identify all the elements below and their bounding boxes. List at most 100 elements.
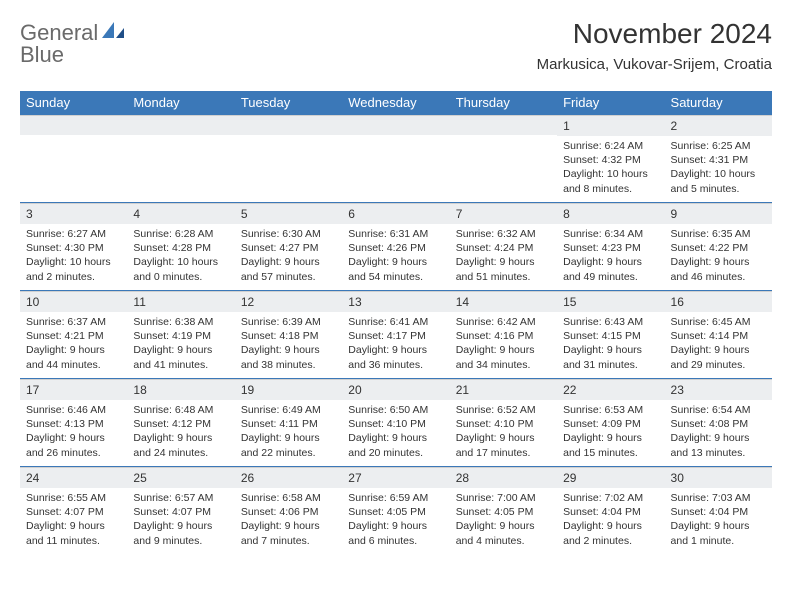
day-details: Sunrise: 6:50 AMSunset: 4:10 PMDaylight:…	[342, 400, 449, 466]
day-details: Sunrise: 6:27 AMSunset: 4:30 PMDaylight:…	[20, 224, 127, 290]
brand-logo: General Blue	[20, 18, 126, 66]
day-cell: 26Sunrise: 6:58 AMSunset: 4:06 PMDayligh…	[235, 467, 342, 555]
daylight-text: Daylight: 9 hours and 54 minutes.	[348, 255, 443, 283]
daylight-text: Daylight: 9 hours and 4 minutes.	[456, 519, 551, 547]
sunset-text: Sunset: 4:05 PM	[348, 505, 443, 519]
day-number: 30	[665, 467, 772, 488]
location-subtitle: Markusica, Vukovar-Srijem, Croatia	[537, 56, 772, 73]
sunrise-text: Sunrise: 6:52 AM	[456, 403, 551, 417]
day-cell: 8Sunrise: 6:34 AMSunset: 4:23 PMDaylight…	[557, 203, 664, 291]
sunrise-text: Sunrise: 6:43 AM	[563, 315, 658, 329]
day-details: Sunrise: 7:03 AMSunset: 4:04 PMDaylight:…	[665, 488, 772, 554]
day-cell: 25Sunrise: 6:57 AMSunset: 4:07 PMDayligh…	[127, 467, 234, 555]
sunrise-text: Sunrise: 6:34 AM	[563, 227, 658, 241]
day-cell: 20Sunrise: 6:50 AMSunset: 4:10 PMDayligh…	[342, 379, 449, 467]
day-cell	[450, 115, 557, 203]
day-details: Sunrise: 6:42 AMSunset: 4:16 PMDaylight:…	[450, 312, 557, 378]
sunset-text: Sunset: 4:17 PM	[348, 329, 443, 343]
sunrise-text: Sunrise: 6:37 AM	[26, 315, 121, 329]
week-row: 24Sunrise: 6:55 AMSunset: 4:07 PMDayligh…	[20, 467, 772, 555]
day-cell: 17Sunrise: 6:46 AMSunset: 4:13 PMDayligh…	[20, 379, 127, 467]
sunrise-text: Sunrise: 6:30 AM	[241, 227, 336, 241]
sunrise-text: Sunrise: 6:24 AM	[563, 139, 658, 153]
day-number: 29	[557, 467, 664, 488]
day-of-week-row: Sunday Monday Tuesday Wednesday Thursday…	[20, 91, 772, 115]
day-number: 2	[665, 115, 772, 136]
day-cell: 21Sunrise: 6:52 AMSunset: 4:10 PMDayligh…	[450, 379, 557, 467]
day-number: 1	[557, 115, 664, 136]
sunset-text: Sunset: 4:30 PM	[26, 241, 121, 255]
sunset-text: Sunset: 4:09 PM	[563, 417, 658, 431]
day-number: 3	[20, 203, 127, 224]
daylight-text: Daylight: 9 hours and 29 minutes.	[671, 343, 766, 371]
day-cell: 14Sunrise: 6:42 AMSunset: 4:16 PMDayligh…	[450, 291, 557, 379]
day-number	[235, 115, 342, 135]
month-title: November 2024	[537, 18, 772, 50]
sunrise-text: Sunrise: 6:38 AM	[133, 315, 228, 329]
sunset-text: Sunset: 4:32 PM	[563, 153, 658, 167]
sunrise-text: Sunrise: 6:35 AM	[671, 227, 766, 241]
day-details: Sunrise: 6:43 AMSunset: 4:15 PMDaylight:…	[557, 312, 664, 378]
daylight-text: Daylight: 9 hours and 26 minutes.	[26, 431, 121, 459]
sunrise-text: Sunrise: 6:48 AM	[133, 403, 228, 417]
sunrise-text: Sunrise: 6:39 AM	[241, 315, 336, 329]
sunrise-text: Sunrise: 6:42 AM	[456, 315, 551, 329]
dow-sunday: Sunday	[20, 91, 127, 115]
daylight-text: Daylight: 9 hours and 11 minutes.	[26, 519, 121, 547]
day-details: Sunrise: 6:49 AMSunset: 4:11 PMDaylight:…	[235, 400, 342, 466]
sunset-text: Sunset: 4:07 PM	[26, 505, 121, 519]
day-details: Sunrise: 6:55 AMSunset: 4:07 PMDaylight:…	[20, 488, 127, 554]
day-details: Sunrise: 6:38 AMSunset: 4:19 PMDaylight:…	[127, 312, 234, 378]
day-number: 28	[450, 467, 557, 488]
sunrise-text: Sunrise: 6:59 AM	[348, 491, 443, 505]
day-number	[127, 115, 234, 135]
sunrise-text: Sunrise: 6:53 AM	[563, 403, 658, 417]
sunrise-text: Sunrise: 6:50 AM	[348, 403, 443, 417]
day-cell: 7Sunrise: 6:32 AMSunset: 4:24 PMDaylight…	[450, 203, 557, 291]
day-details: Sunrise: 7:02 AMSunset: 4:04 PMDaylight:…	[557, 488, 664, 554]
sunset-text: Sunset: 4:15 PM	[563, 329, 658, 343]
sunrise-text: Sunrise: 6:58 AM	[241, 491, 336, 505]
day-number: 4	[127, 203, 234, 224]
day-cell: 3Sunrise: 6:27 AMSunset: 4:30 PMDaylight…	[20, 203, 127, 291]
daylight-text: Daylight: 9 hours and 1 minute.	[671, 519, 766, 547]
day-cell: 12Sunrise: 6:39 AMSunset: 4:18 PMDayligh…	[235, 291, 342, 379]
day-number: 21	[450, 379, 557, 400]
sunset-text: Sunset: 4:11 PM	[241, 417, 336, 431]
sunset-text: Sunset: 4:08 PM	[671, 417, 766, 431]
sunset-text: Sunset: 4:26 PM	[348, 241, 443, 255]
daylight-text: Daylight: 9 hours and 15 minutes.	[563, 431, 658, 459]
day-details: Sunrise: 6:52 AMSunset: 4:10 PMDaylight:…	[450, 400, 557, 466]
day-cell	[342, 115, 449, 203]
sunset-text: Sunset: 4:27 PM	[241, 241, 336, 255]
day-details: Sunrise: 6:34 AMSunset: 4:23 PMDaylight:…	[557, 224, 664, 290]
sunset-text: Sunset: 4:18 PM	[241, 329, 336, 343]
day-number: 20	[342, 379, 449, 400]
daylight-text: Daylight: 9 hours and 34 minutes.	[456, 343, 551, 371]
daylight-text: Daylight: 9 hours and 38 minutes.	[241, 343, 336, 371]
day-cell: 10Sunrise: 6:37 AMSunset: 4:21 PMDayligh…	[20, 291, 127, 379]
day-details: Sunrise: 6:35 AMSunset: 4:22 PMDaylight:…	[665, 224, 772, 290]
day-number: 13	[342, 291, 449, 312]
sunrise-text: Sunrise: 6:28 AM	[133, 227, 228, 241]
sunset-text: Sunset: 4:19 PM	[133, 329, 228, 343]
day-number: 15	[557, 291, 664, 312]
day-number	[20, 115, 127, 135]
daylight-text: Daylight: 9 hours and 22 minutes.	[241, 431, 336, 459]
day-details: Sunrise: 6:58 AMSunset: 4:06 PMDaylight:…	[235, 488, 342, 554]
page-header: General Blue November 2024 Markusica, Vu…	[20, 18, 772, 73]
day-details: Sunrise: 6:39 AMSunset: 4:18 PMDaylight:…	[235, 312, 342, 378]
day-details: Sunrise: 6:25 AMSunset: 4:31 PMDaylight:…	[665, 136, 772, 202]
day-details: Sunrise: 6:28 AMSunset: 4:28 PMDaylight:…	[127, 224, 234, 290]
day-details: Sunrise: 6:59 AMSunset: 4:05 PMDaylight:…	[342, 488, 449, 554]
sunset-text: Sunset: 4:21 PM	[26, 329, 121, 343]
sunrise-text: Sunrise: 6:46 AM	[26, 403, 121, 417]
day-cell: 9Sunrise: 6:35 AMSunset: 4:22 PMDaylight…	[665, 203, 772, 291]
day-details: Sunrise: 6:46 AMSunset: 4:13 PMDaylight:…	[20, 400, 127, 466]
sunrise-text: Sunrise: 6:55 AM	[26, 491, 121, 505]
day-details: Sunrise: 6:32 AMSunset: 4:24 PMDaylight:…	[450, 224, 557, 290]
daylight-text: Daylight: 9 hours and 31 minutes.	[563, 343, 658, 371]
day-number: 12	[235, 291, 342, 312]
daylight-text: Daylight: 9 hours and 44 minutes.	[26, 343, 121, 371]
day-details: Sunrise: 6:30 AMSunset: 4:27 PMDaylight:…	[235, 224, 342, 290]
